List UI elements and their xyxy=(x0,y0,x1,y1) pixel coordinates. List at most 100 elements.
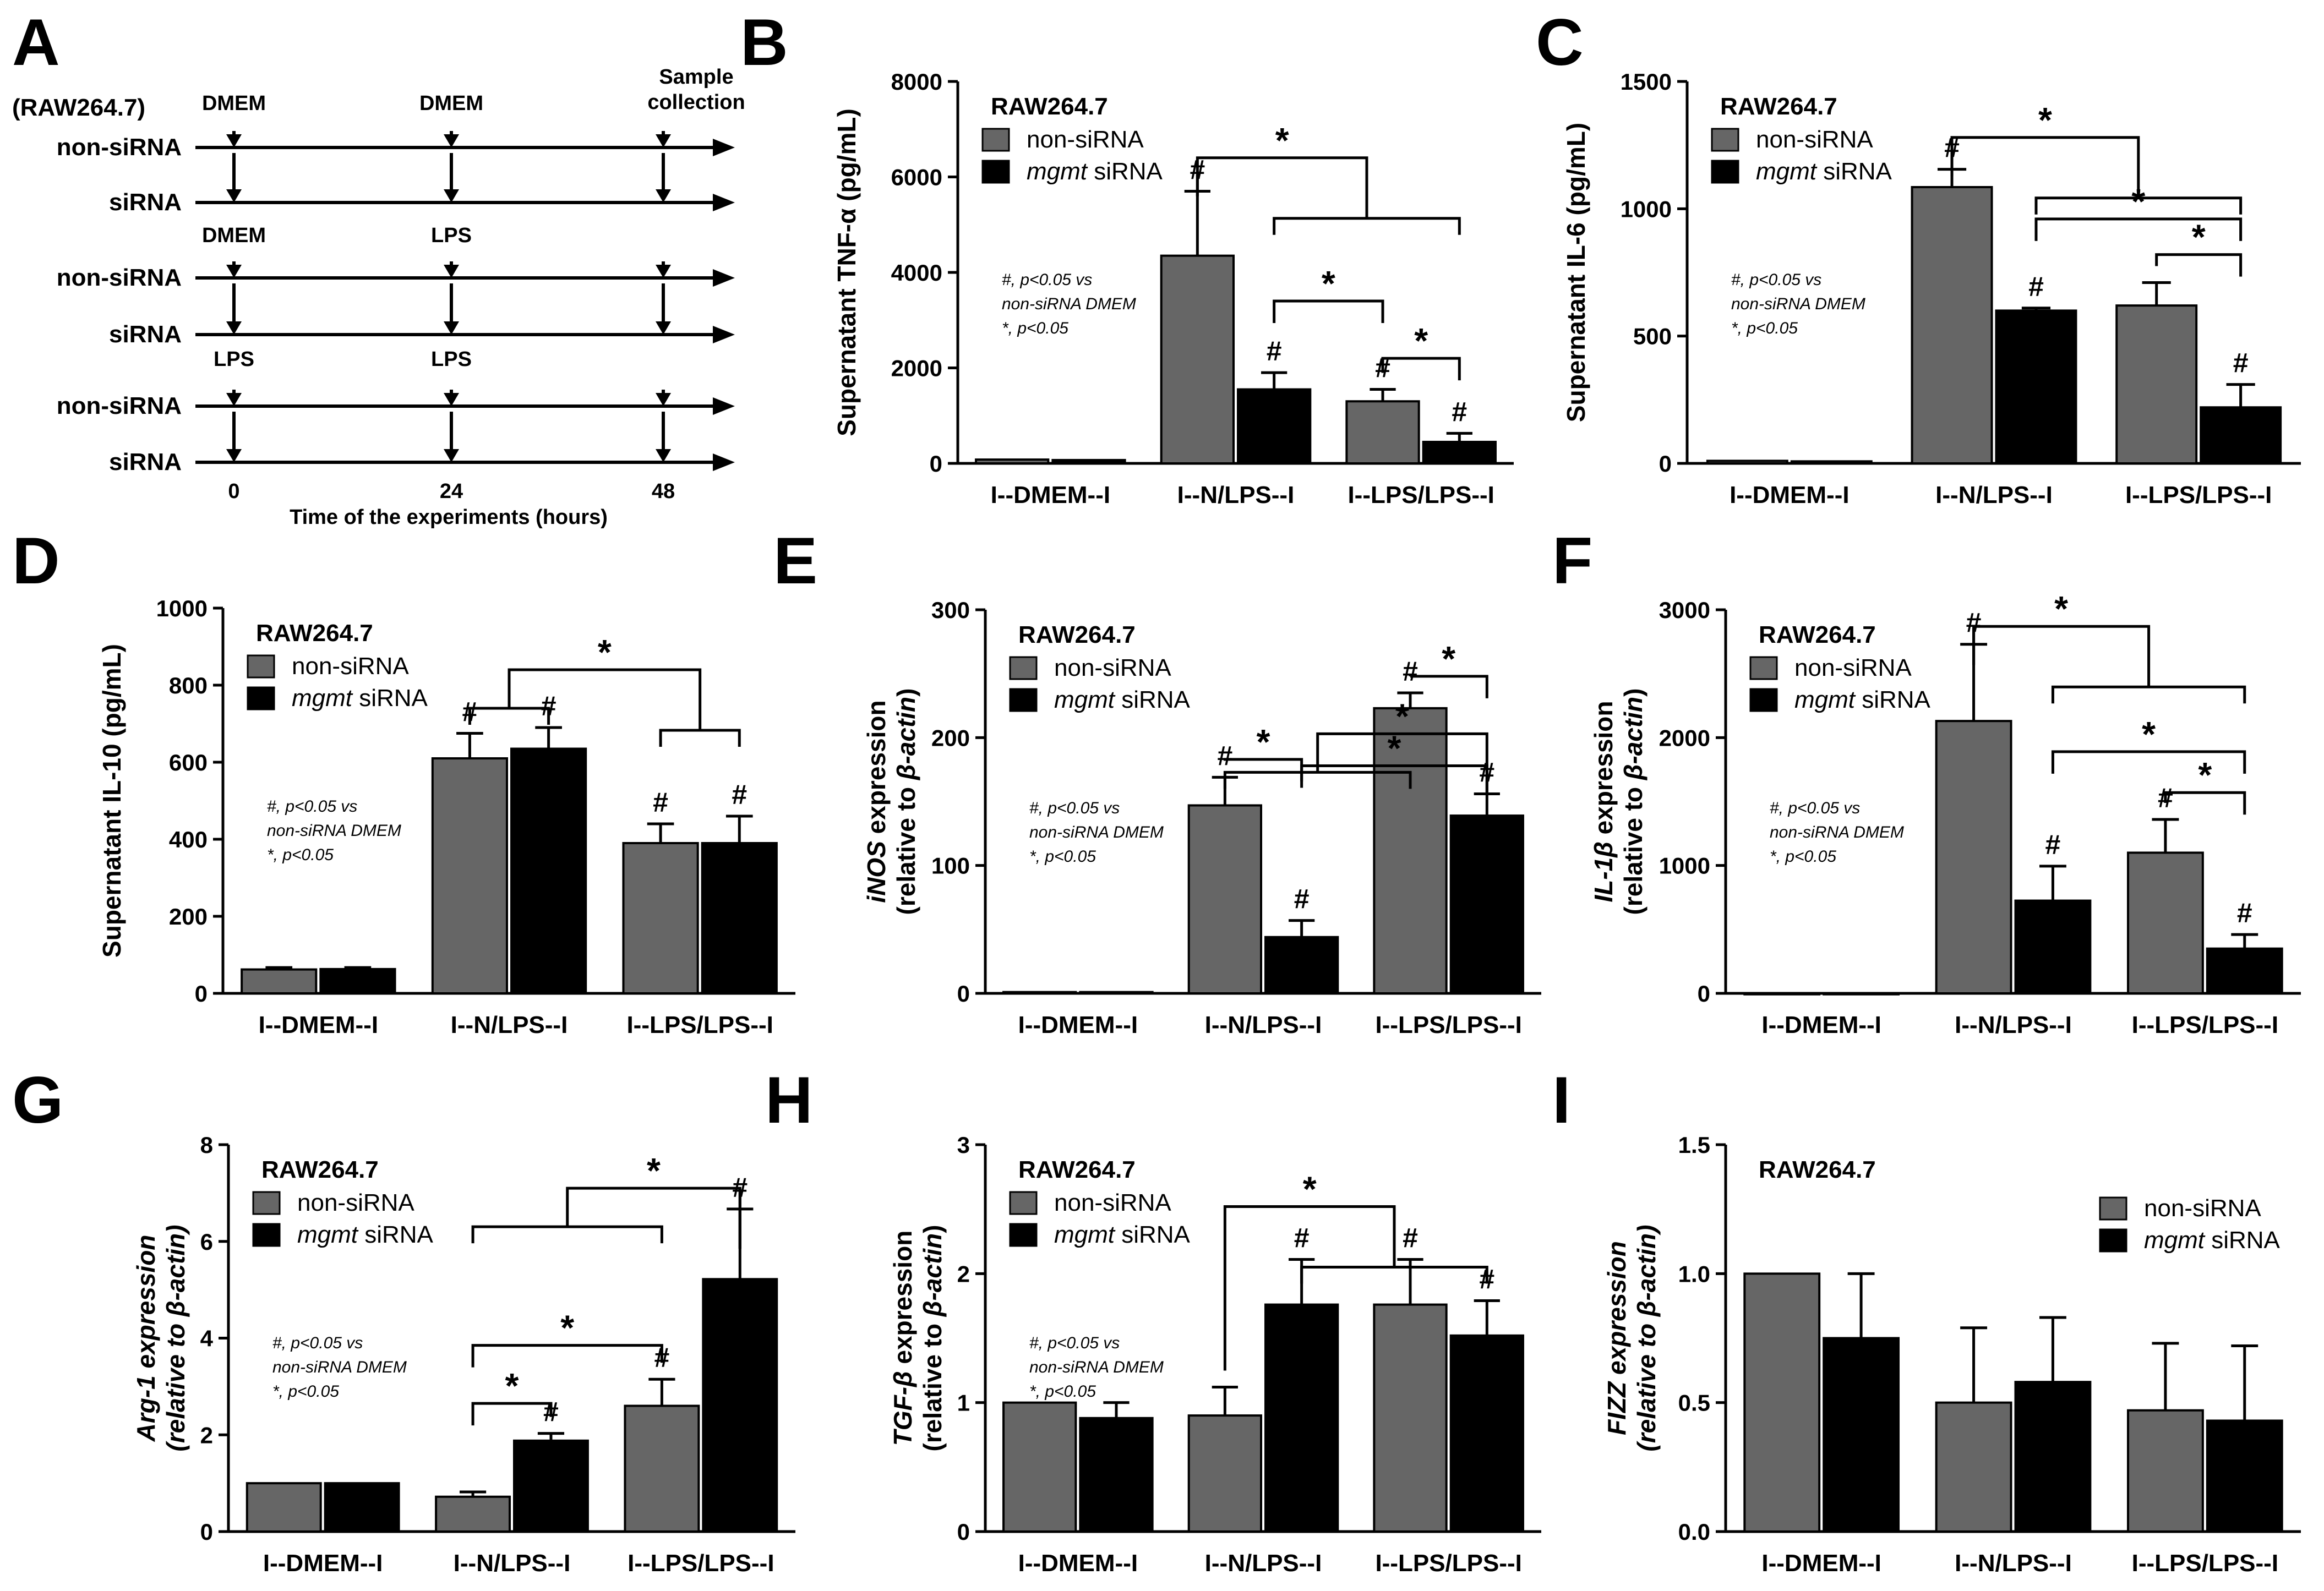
significance-hash: # xyxy=(1403,656,1418,687)
timeline-down-arrowhead xyxy=(444,134,459,147)
timeline-row-label: siRNA xyxy=(109,189,182,216)
x-category-label: I--LPS/LPS--I xyxy=(2132,1550,2278,1577)
timeline-down-arrowhead xyxy=(656,449,671,462)
bar-non-sirna xyxy=(1935,1401,2012,1533)
significance-note: #, p<0.05 vs non-siRNA DMEM *, p<0.05 xyxy=(267,797,401,864)
bar-mgmt-sirna xyxy=(702,1278,778,1533)
legend-swatch-mgmt-sirna xyxy=(247,686,275,710)
significance-star: * xyxy=(2192,217,2206,257)
significance-note: #, p<0.05 vs non-siRNA DMEM *, p<0.05 xyxy=(272,1334,407,1401)
bar-mgmt-sirna xyxy=(2014,899,2092,995)
legend-swatch-non-sirna xyxy=(247,654,275,679)
bar-mgmt-sirna xyxy=(1790,460,1873,464)
significance-hash: # xyxy=(653,787,668,818)
bar-mgmt-sirna xyxy=(1449,814,1524,994)
x-category-label: I--DMEM--I xyxy=(259,1012,379,1038)
significance-bracket xyxy=(471,1402,553,1426)
x-category-label: I--DMEM--I xyxy=(991,482,1111,509)
significance-bracket xyxy=(2034,217,2243,241)
significance-bracket xyxy=(2051,750,2246,774)
significance-hash: # xyxy=(1267,336,1282,367)
significance-note: #, p<0.05 vs non-siRNA DMEM *, p<0.05 xyxy=(1002,271,1136,337)
bar-mgmt-sirna xyxy=(2014,1381,2092,1533)
legend-swatch-mgmt-sirna xyxy=(1711,160,1739,184)
x-category-label: I--N/LPS--I xyxy=(1955,1012,2072,1038)
significance-star: * xyxy=(598,632,612,672)
timeline-down-arrowhead xyxy=(226,189,242,203)
y-axis-label: FIZZ expression(relative to β-actin) xyxy=(1602,1225,1661,1452)
y-tick-label: 600 xyxy=(169,750,208,775)
x-category-label: I--LPS/LPS--I xyxy=(1348,482,1494,509)
significance-hash: # xyxy=(2045,829,2061,860)
y-tick-label: 2 xyxy=(957,1261,970,1287)
legend-swatch-mgmt-sirna xyxy=(252,1223,281,1247)
legend-swatch-non-sirna xyxy=(252,1191,281,1215)
significance-bracket xyxy=(1300,1265,1488,1284)
significance-bracket xyxy=(1409,675,1488,698)
x-category-label: I--LPS/LPS--I xyxy=(1375,1012,1521,1038)
bar-non-sirna xyxy=(1743,992,1821,996)
timeline-condition-label: DMEM xyxy=(202,92,266,115)
legend-label-non-sirna: non-siRNA xyxy=(1027,126,1144,153)
significance-star: * xyxy=(1388,728,1401,768)
legend-label-mgmt-sirna: mgmt siRNA xyxy=(292,685,428,712)
timeline-condition-label: LPS xyxy=(431,224,472,247)
timeline-down-arrowhead xyxy=(656,393,671,406)
timeline-down-arrowhead xyxy=(226,321,242,335)
y-tick-label: 2000 xyxy=(891,356,942,381)
bar-mgmt-sirna xyxy=(1823,992,1900,996)
legend-label-non-sirna: non-siRNA xyxy=(297,1189,414,1216)
significance-star: * xyxy=(2054,589,2068,628)
significance-bracket xyxy=(659,729,741,747)
timeline-down-arrowhead xyxy=(656,134,671,147)
timeline-arrowhead xyxy=(713,194,735,211)
x-category-label: I--N/LPS--I xyxy=(1205,1012,1322,1038)
timeline-row-label: non-siRNA xyxy=(57,134,182,161)
y-tick-label: 2 xyxy=(200,1422,213,1448)
y-tick-label: 500 xyxy=(1633,324,1672,349)
significance-bracket xyxy=(1950,136,2140,198)
significance-bracket xyxy=(1273,217,1461,235)
legend-label-non-sirna: non-siRNA xyxy=(1054,654,1171,681)
y-tick-label: 200 xyxy=(169,904,208,930)
timeline-condition-label: LPS xyxy=(214,348,254,371)
legend-label-non-sirna: non-siRNA xyxy=(1756,126,1873,153)
bar-mgmt-sirna xyxy=(1823,1337,1900,1533)
significance-star: * xyxy=(505,1366,519,1406)
significance-bracket xyxy=(508,668,702,730)
x-category-label: I--LPS/LPS--I xyxy=(2125,482,2272,509)
significance-hash: # xyxy=(2028,271,2044,302)
significance-bracket xyxy=(2034,196,2243,215)
y-axis-label: iNOS expression(relative to β-actin) xyxy=(862,688,920,915)
y-tick-label: 8 xyxy=(200,1132,213,1158)
significance-hash: # xyxy=(1217,740,1232,771)
y-tick-label: 1500 xyxy=(1621,69,1672,95)
y-tick-label: 2000 xyxy=(1659,725,1710,751)
timeline-down-arrowhead xyxy=(226,449,242,462)
significance-bracket xyxy=(2051,685,2246,704)
y-tick-label: 1.5 xyxy=(1678,1132,1710,1158)
timeline-condition-label: LPS xyxy=(431,348,472,371)
y-tick-label: 100 xyxy=(931,853,970,879)
significance-star: * xyxy=(2142,714,2156,754)
legend-swatch-non-sirna xyxy=(981,128,1010,152)
x-category-label: I--N/LPS--I xyxy=(1205,1550,1322,1577)
timeline-row-label: non-siRNA xyxy=(57,264,182,291)
x-category-label: I--LPS/LPS--I xyxy=(2132,1012,2278,1038)
y-tick-label: 1 xyxy=(957,1390,970,1416)
significance-note: #, p<0.05 vs non-siRNA DMEM *, p<0.05 xyxy=(1731,271,1865,337)
legend-label-mgmt-sirna: mgmt siRNA xyxy=(1054,686,1191,713)
bar-mgmt-sirna xyxy=(1237,388,1312,464)
legend-label-non-sirna: non-siRNA xyxy=(1054,1189,1171,1216)
bar-mgmt-sirna xyxy=(1264,1303,1339,1533)
bar-mgmt-sirna xyxy=(1995,309,2077,465)
significance-note: #, p<0.05 vs non-siRNA DMEM *, p<0.05 xyxy=(1770,799,1904,866)
bar-mgmt-sirna xyxy=(1079,1417,1154,1533)
significance-hash: # xyxy=(1294,1223,1310,1254)
panel-a-label: A xyxy=(12,6,60,79)
y-tick-label: 3 xyxy=(957,1132,970,1158)
y-tick-label: 0 xyxy=(195,981,208,1007)
bar-mgmt-sirna xyxy=(510,747,587,994)
panel-label: H xyxy=(765,1063,813,1137)
